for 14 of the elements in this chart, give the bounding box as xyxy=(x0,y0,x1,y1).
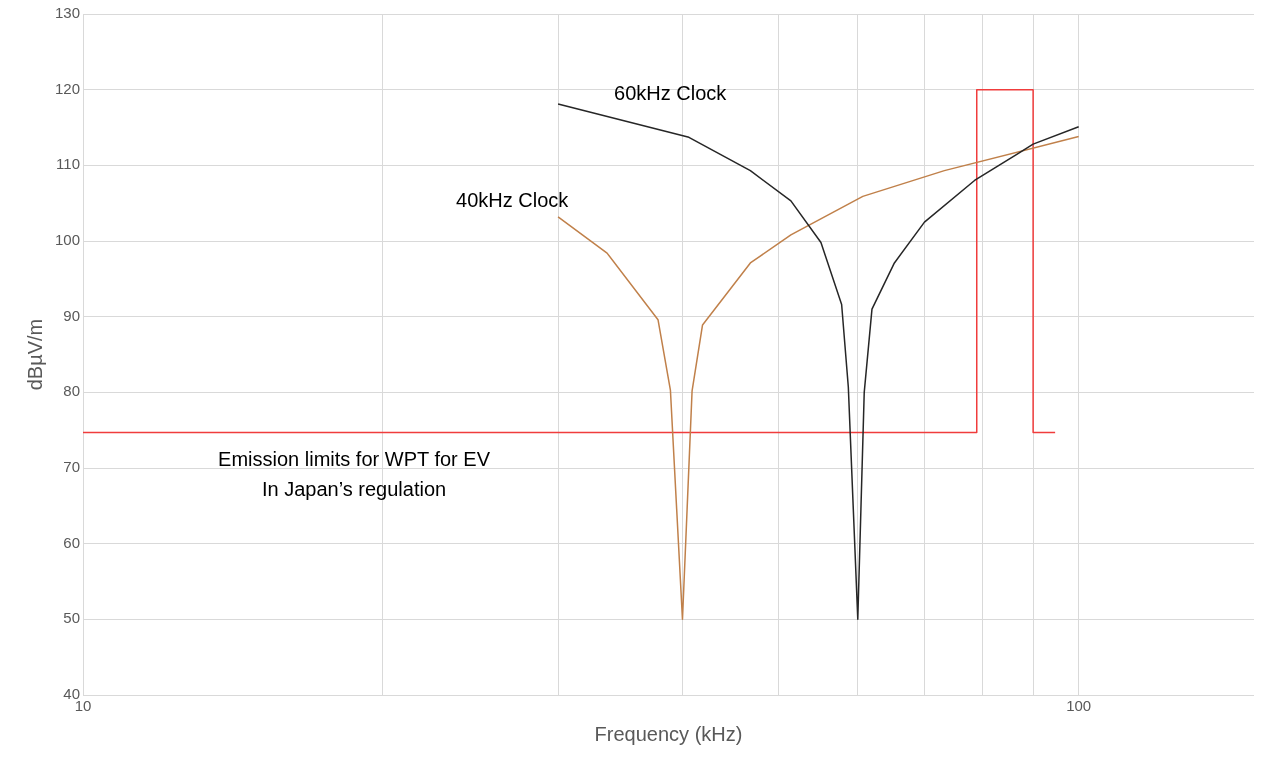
y-tick-label: 100 xyxy=(55,231,81,249)
series-label: Emission limits for WPT for EV In Japan’s regulation xyxy=(218,447,491,500)
y-axis-title: dBµV/m xyxy=(23,318,46,391)
y-tick-label: 70 xyxy=(63,458,81,476)
y-tick-label: 90 xyxy=(63,306,81,324)
y-tick-label: 60 xyxy=(63,533,81,551)
y-tick-label: 130 xyxy=(55,4,81,22)
y-tick-label: 110 xyxy=(56,155,81,173)
x-axis-title: Frequency (kHz) xyxy=(594,722,743,745)
y-tick-label: 80 xyxy=(63,382,81,400)
y-tick-label: 50 xyxy=(63,609,81,627)
series-label: 40kHz Clock xyxy=(456,189,570,212)
series-label: 60kHz Clock xyxy=(614,81,728,104)
y-tick-label: 120 xyxy=(55,79,81,97)
